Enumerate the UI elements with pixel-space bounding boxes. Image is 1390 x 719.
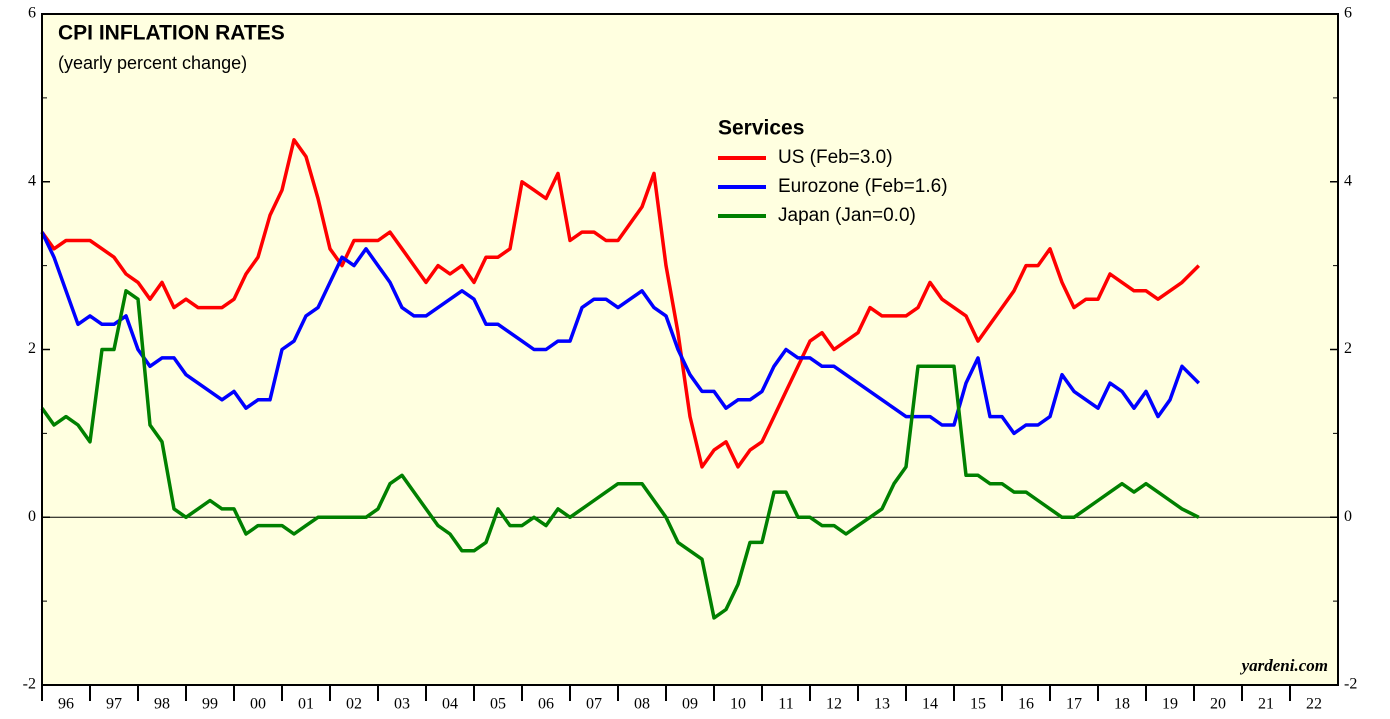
plot-area xyxy=(42,14,1338,685)
y2-tick-label: -2 xyxy=(1344,676,1357,693)
x-tick-label: 19 xyxy=(1162,696,1178,713)
y-tick-label: 2 xyxy=(28,340,36,357)
y-tick-label: 4 xyxy=(28,172,36,189)
x-tick-label: 13 xyxy=(874,696,890,713)
series-line xyxy=(40,289,1200,620)
x-tick-label: 02 xyxy=(346,696,362,713)
x-tick-label: 20 xyxy=(1210,696,1226,713)
x-tick-label: 99 xyxy=(202,696,218,713)
x-tick-label: 97 xyxy=(106,696,122,713)
x-tick-label: 11 xyxy=(778,696,793,713)
x-tick-label: 21 xyxy=(1258,696,1274,713)
x-tick-label: 06 xyxy=(538,696,554,713)
y-tick-label: -2 xyxy=(23,676,36,693)
y-tick-label: 0 xyxy=(28,508,36,525)
x-tick-label: 96 xyxy=(58,696,74,713)
x-tick-label: 17 xyxy=(1066,696,1082,713)
y2-tick-label: 0 xyxy=(1344,508,1352,525)
x-tick-label: 15 xyxy=(970,696,986,713)
x-tick-label: 05 xyxy=(490,696,506,713)
x-tick-label: 10 xyxy=(730,696,746,713)
x-tick-label: 04 xyxy=(442,696,458,713)
x-tick-label: 08 xyxy=(634,696,650,713)
chart-subtitle: (yearly percent change) xyxy=(58,53,247,73)
x-tick-label: 01 xyxy=(298,696,314,713)
x-tick-label: 22 xyxy=(1306,696,1322,713)
series-line xyxy=(40,138,1201,469)
x-tick-label: 07 xyxy=(586,696,602,713)
x-tick-label: 12 xyxy=(826,696,842,713)
legend-label: Japan (Jan=0.0) xyxy=(778,205,916,226)
x-tick-label: 18 xyxy=(1114,696,1130,713)
x-tick-label: 98 xyxy=(154,696,170,713)
legend-label: US (Feb=3.0) xyxy=(778,147,893,168)
annotation: yardeni.com xyxy=(1240,656,1328,675)
y2-tick-label: 6 xyxy=(1344,5,1352,22)
x-tick-label: 00 xyxy=(250,696,266,713)
legend-label: Eurozone (Feb=1.6) xyxy=(778,176,948,197)
series-line xyxy=(40,231,1201,436)
legend-title: Services xyxy=(718,117,804,140)
content xyxy=(40,138,1338,620)
x-tick-label: 16 xyxy=(1018,696,1034,713)
y2-tick-label: 4 xyxy=(1344,172,1352,189)
x-tick-label: 09 xyxy=(682,696,698,713)
x-tick-label: 14 xyxy=(922,696,938,713)
chart-title: CPI INFLATION RATES xyxy=(58,22,285,45)
y-tick-label: 6 xyxy=(28,5,36,22)
y2-tick-label: 2 xyxy=(1344,340,1352,357)
x-tick-label: 03 xyxy=(394,696,410,713)
